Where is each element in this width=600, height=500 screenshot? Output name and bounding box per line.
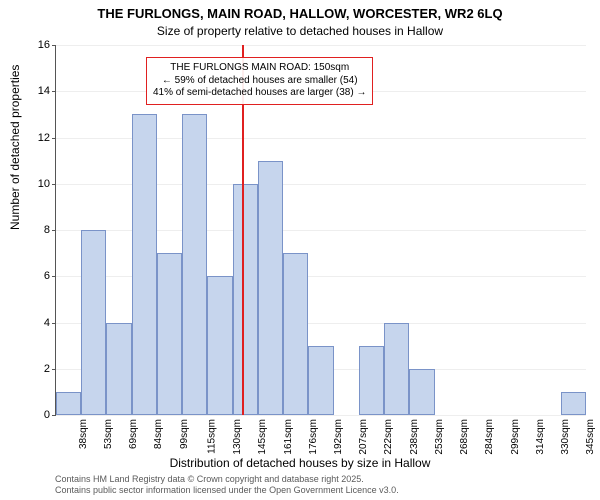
y-tick-label: 14 [38,85,50,97]
footer-line2: Contains public sector information licen… [55,485,399,496]
histogram-bar [409,369,434,415]
y-tick-label: 2 [44,363,50,375]
histogram-bar [283,253,308,415]
annotation-line2: ← 59% of detached houses are smaller (54… [153,75,366,88]
histogram-bar [207,276,232,415]
y-tick-mark [52,369,56,370]
y-tick-mark [52,230,56,231]
x-tick-label: 69sqm [128,419,139,449]
x-tick-label: 38sqm [78,419,89,449]
grid-line [56,415,586,416]
y-axis-label: Number of detached properties [8,65,22,230]
y-tick-label: 10 [38,178,50,190]
histogram-bar [308,346,333,415]
x-tick-label: 222sqm [383,419,394,455]
chart-container: THE FURLONGS, MAIN ROAD, HALLOW, WORCEST… [0,0,600,500]
histogram-bar [106,323,131,416]
annotation-box: THE FURLONGS MAIN ROAD: 150sqm ← 59% of … [146,57,373,105]
x-tick-label: 207sqm [358,419,369,455]
histogram-bar [182,114,207,415]
x-axis-label: Distribution of detached houses by size … [0,456,600,470]
histogram-bar [561,392,586,415]
y-tick-mark [52,45,56,46]
y-tick-label: 6 [44,270,50,282]
x-tick-label: 115sqm [206,419,217,454]
histogram-bar [56,392,81,415]
x-tick-label: 192sqm [333,419,344,455]
y-tick-label: 4 [44,317,50,329]
y-tick-label: 16 [38,39,50,51]
histogram-bar [258,161,283,415]
x-tick-label: 84sqm [153,419,164,449]
x-tick-label: 345sqm [585,419,596,455]
x-tick-label: 161sqm [282,419,293,455]
chart-title-main: THE FURLONGS, MAIN ROAD, HALLOW, WORCEST… [0,6,600,21]
y-tick-mark [52,184,56,185]
x-tick-label: 314sqm [535,419,546,455]
histogram-bar [132,114,157,415]
x-tick-label: 299sqm [509,419,520,455]
x-tick-label: 253sqm [434,419,445,455]
y-tick-label: 12 [38,132,50,144]
annotation-line3: 41% of semi-detached houses are larger (… [153,87,366,100]
x-tick-label: 176sqm [308,419,319,455]
x-tick-label: 99sqm [179,419,190,449]
y-tick-label: 0 [44,409,50,421]
x-tick-label: 330sqm [560,419,571,455]
histogram-bar [157,253,182,415]
y-tick-label: 8 [44,224,50,236]
histogram-bar [233,184,258,415]
y-tick-mark [52,276,56,277]
histogram-bar [81,230,106,415]
histogram-bar [384,323,409,416]
x-tick-label: 53sqm [103,419,114,449]
x-tick-label: 284sqm [484,419,495,455]
x-tick-label: 145sqm [257,419,268,455]
annotation-line1: THE FURLONGS MAIN ROAD: 150sqm [153,62,366,75]
y-tick-mark [52,138,56,139]
x-tick-label: 130sqm [232,419,243,455]
grid-line [56,45,586,46]
y-tick-mark [52,323,56,324]
chart-title-sub: Size of property relative to detached ho… [0,24,600,38]
footer-attribution: Contains HM Land Registry data © Crown c… [55,474,399,496]
plot-area: 024681012141638sqm53sqm69sqm84sqm99sqm11… [55,45,586,416]
histogram-bar [359,346,384,415]
x-tick-label: 238sqm [408,419,419,455]
y-tick-mark [52,91,56,92]
y-tick-mark [52,415,56,416]
x-tick-label: 268sqm [459,419,470,455]
footer-line1: Contains HM Land Registry data © Crown c… [55,474,399,485]
